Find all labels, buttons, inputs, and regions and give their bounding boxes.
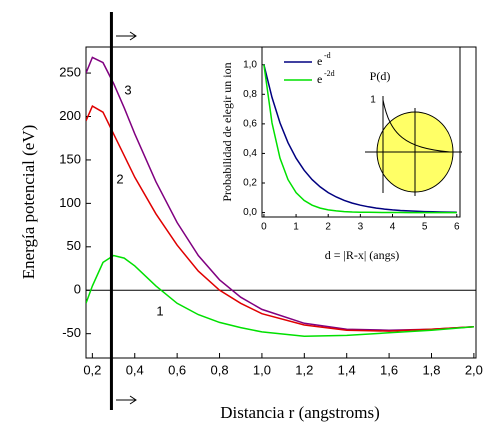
x-tick-label: 4: [390, 222, 396, 233]
series-line: [263, 64, 457, 213]
x-tick-label: 0,4: [126, 362, 144, 377]
x-tick-label: 1,8: [422, 362, 440, 377]
annotation: 2: [116, 171, 123, 186]
legend-exponent: -2d: [324, 69, 335, 78]
x-tick-label: 0,2: [83, 362, 101, 377]
y-tick-label: 1,0: [243, 59, 257, 70]
arrow: [116, 31, 137, 41]
y-tick-label: 250: [59, 64, 81, 79]
y-tick-label: 50: [67, 238, 81, 253]
y-tick-label: -50: [62, 325, 81, 340]
y-axis-label: Probabilidad de elegir un ion: [220, 62, 234, 201]
x-axis-label: Distancia r (angstroms): [220, 403, 380, 422]
x-tick-label: 2: [325, 222, 331, 233]
y-tick-label: 0,8: [243, 89, 257, 100]
x-tick-label: 0,6: [168, 362, 186, 377]
y-tick-label: 150: [59, 151, 81, 166]
x-tick-label: 3: [358, 222, 364, 233]
y-tick-label: 0,2: [243, 178, 257, 189]
x-tick-label: 0: [261, 222, 267, 233]
diagram-curve: [382, 99, 451, 153]
y-tick-label: 0,0: [243, 207, 257, 218]
legend-label: e: [317, 54, 322, 68]
x-tick-label: 0,8: [210, 362, 228, 377]
x-tick-label: 1,0: [253, 362, 271, 377]
x-tick-label: 6: [454, 222, 460, 233]
x-tick-label: 1,4: [338, 362, 356, 377]
legend-label: e: [317, 72, 322, 86]
series-line: [263, 64, 457, 214]
x-tick-label: 5: [422, 222, 428, 233]
y-tick-label: 200: [59, 108, 81, 123]
y-tick-label: 0,4: [243, 148, 257, 159]
y-tick-label: 0: [74, 282, 81, 297]
arrow: [116, 395, 137, 405]
x-tick-label: 2,0: [465, 362, 483, 377]
annotation: 1: [156, 303, 163, 318]
diagram-label: P(d): [370, 69, 391, 83]
x-tick-label: 1,6: [380, 362, 398, 377]
x-tick-label: 1,2: [295, 362, 313, 377]
x-tick-label: 1: [293, 222, 299, 233]
annotation: 3: [124, 82, 131, 97]
diagram-label: 1: [370, 95, 376, 106]
legend-exponent: -d: [324, 51, 331, 60]
x-axis-label: d = |R-x| (angs): [325, 248, 400, 262]
y-tick-label: 100: [59, 195, 81, 210]
y-tick-label: 0,6: [243, 119, 257, 130]
inset-plot: 0 1 2 3 4 5 6 0,0 0,2 0,4 0,6 0,8 1,0 d = |R-x| (angs…: [220, 46, 462, 262]
y-axis-label: Energía potencial (eV): [19, 125, 38, 280]
